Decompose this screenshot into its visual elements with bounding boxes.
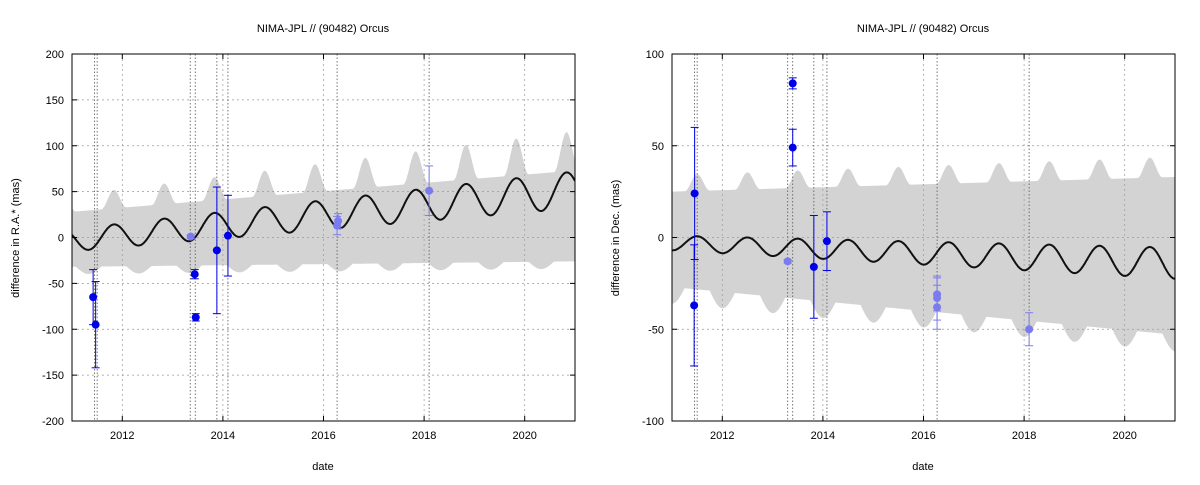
x-tick-label: 2016 <box>911 430 935 442</box>
y-tick-label: 50 <box>652 141 664 153</box>
x-tick-label: 2018 <box>1012 430 1036 442</box>
y-tick-label: -100 <box>642 416 664 428</box>
data-point <box>690 189 699 198</box>
x-axis-label: date <box>912 461 933 473</box>
data-point <box>190 270 199 279</box>
y-tick-label: -100 <box>42 324 64 336</box>
series-light <box>186 165 434 241</box>
chart-panel-dec: NIMA-JPL // (90482) Orcus date differenc… <box>610 23 1176 473</box>
y-tick-label: 150 <box>46 95 64 107</box>
grid <box>672 54 1175 421</box>
model-curve <box>672 235 1175 280</box>
y-tick-label: 0 <box>658 233 664 245</box>
x-tick-label: 2020 <box>1112 430 1136 442</box>
data-point <box>212 246 221 255</box>
data-point <box>223 231 232 240</box>
data-point <box>91 320 100 329</box>
plot-area: -200 -150 -100 -50 0 50 100 150 200 2012 2014 2016 2… <box>42 49 576 442</box>
chart-title: NIMA-JPL // (90482) Orcus <box>257 23 390 35</box>
series-dark <box>89 186 232 369</box>
x-tick-label: 2018 <box>412 430 436 442</box>
axes: -200 -150 -100 -50 0 50 100 150 200 2012 2014 2016 2… <box>42 49 575 442</box>
x-tick-label: 2020 <box>512 430 536 442</box>
y-axis-label: difference in R.A.* (mas) <box>10 178 22 298</box>
axes: -100 -50 0 50 100 2012 2014 2016 2018 2020 <box>642 49 1175 442</box>
y-axis-label: difference in Dec. (mas) <box>610 180 622 297</box>
x-tick-label: 2012 <box>110 430 134 442</box>
x-axis-label: date <box>312 461 333 473</box>
y-tick-label: 200 <box>46 49 64 61</box>
y-tick-label: -150 <box>42 370 64 382</box>
data-point <box>822 237 831 246</box>
series-dark <box>690 77 831 367</box>
series-light <box>783 257 1034 347</box>
x-tick-label: 2014 <box>811 430 835 442</box>
data-point <box>186 232 195 241</box>
data-point <box>788 143 797 152</box>
y-tick-label: 100 <box>46 141 64 153</box>
y-tick-label: 50 <box>52 187 64 199</box>
data-point <box>783 257 792 266</box>
data-point <box>933 303 942 312</box>
x-tick-label: 2016 <box>311 430 335 442</box>
y-tick-label: -50 <box>648 324 664 336</box>
data-point <box>1025 325 1034 334</box>
y-tick-label: 100 <box>646 49 664 61</box>
grid <box>72 54 575 421</box>
chart-title: NIMA-JPL // (90482) Orcus <box>857 23 990 35</box>
model-curve <box>72 171 575 251</box>
data-point <box>89 293 98 302</box>
data-point <box>690 301 699 310</box>
uncertainty-envelope <box>72 132 575 274</box>
plot-area: -100 -50 0 50 100 2012 2014 2016 2018 2020 <box>642 49 1176 442</box>
x-tick-label: 2012 <box>710 430 734 442</box>
data-point <box>334 216 343 225</box>
data-point <box>788 79 797 88</box>
x-tick-label: 2014 <box>211 430 235 442</box>
y-tick-label: -50 <box>48 278 64 290</box>
data-point <box>425 186 434 195</box>
chart-panel-ra: NIMA-JPL // (90482) Orcus date differenc… <box>10 23 576 473</box>
data-point <box>191 313 200 322</box>
y-tick-label: 0 <box>58 233 64 245</box>
data-point <box>809 262 818 271</box>
y-tick-label: -200 <box>42 416 64 428</box>
